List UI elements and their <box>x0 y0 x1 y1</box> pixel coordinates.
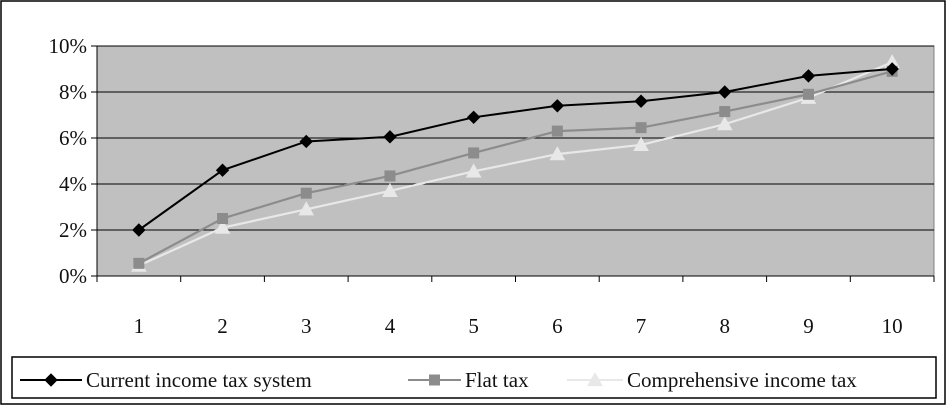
legend-label: Current income tax system <box>86 368 312 392</box>
data-point <box>214 219 231 234</box>
plot-area <box>96 45 935 277</box>
data-point <box>549 146 566 161</box>
data-point <box>633 136 649 151</box>
legend-label: Flat tax <box>465 368 529 392</box>
series-line <box>138 68 893 231</box>
series-diamond <box>132 62 899 237</box>
legend-marker <box>44 373 58 387</box>
y-tick-label: 4% <box>59 172 87 196</box>
data-point <box>300 187 312 199</box>
data-point <box>465 163 482 178</box>
data-point <box>468 147 480 159</box>
data-point <box>298 201 315 216</box>
legend-marker <box>429 374 440 386</box>
y-tick-label: 10% <box>49 34 88 58</box>
data-point <box>802 88 814 100</box>
series-square <box>133 65 898 269</box>
series-layer <box>131 54 900 272</box>
x-tick-label: 4 <box>385 314 396 338</box>
legend-item: Flat tax <box>408 368 529 392</box>
data-point <box>132 223 146 237</box>
data-point <box>215 163 230 177</box>
data-point <box>133 257 145 269</box>
data-point <box>719 106 731 118</box>
x-tick-label: 8 <box>720 314 731 338</box>
data-point <box>551 125 563 137</box>
legend-label: Comprehensive income tax <box>627 368 857 392</box>
legend: Current income tax system Flat tax Compreh… <box>11 356 937 399</box>
axes: 0% 2% 4% 6% 8% 10% 1 2 3 4 5 6 7 8 9 10 <box>49 34 935 338</box>
x-tick-label: 6 <box>552 314 563 338</box>
x-tick-label: 5 <box>468 314 479 338</box>
series-line <box>138 70 893 265</box>
x-tick-label: 10 <box>882 314 903 338</box>
data-point <box>466 110 481 125</box>
data-point <box>383 130 397 144</box>
y-tick-label: 0% <box>59 264 87 288</box>
legend-item: Current income tax system <box>20 368 312 392</box>
data-point <box>716 116 733 131</box>
data-point <box>382 182 398 197</box>
x-tick-label: 9 <box>803 314 814 338</box>
data-point <box>634 94 648 108</box>
x-tick-label: 2 <box>217 314 228 338</box>
y-tick-label: 6% <box>59 126 87 150</box>
data-point <box>217 213 229 224</box>
legend-item: Comprehensive income tax <box>567 368 857 392</box>
series-line <box>138 61 893 267</box>
data-point <box>801 69 816 83</box>
data-point <box>384 170 396 182</box>
data-point <box>635 122 647 134</box>
y-tick-label: 8% <box>59 80 87 104</box>
gridlines <box>97 45 934 231</box>
legend-marker <box>587 371 603 387</box>
x-tick-label: 7 <box>636 314 647 338</box>
x-tick-label: 3 <box>301 314 312 338</box>
data-point <box>550 99 565 113</box>
data-point <box>718 85 732 99</box>
x-tick-label: 1 <box>134 314 145 338</box>
data-point <box>885 62 899 76</box>
data-point <box>299 134 313 149</box>
legend-box <box>11 356 937 399</box>
y-tick-label: 2% <box>59 218 87 242</box>
